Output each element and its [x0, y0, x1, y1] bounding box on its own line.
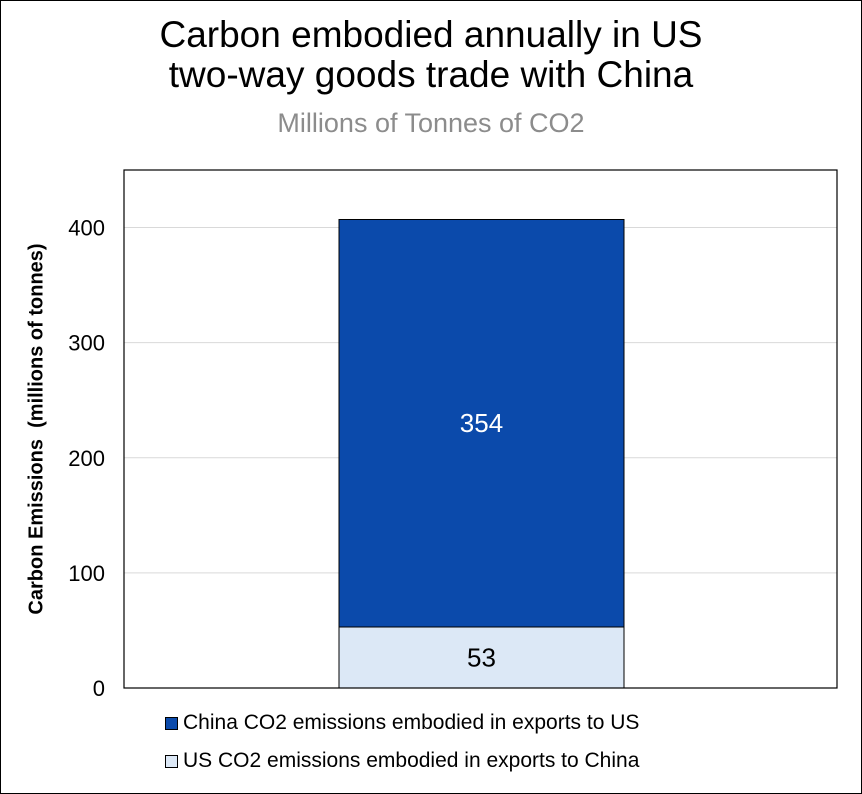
- legend-swatch-china-exports: [165, 716, 178, 730]
- chart-title-line-2: two-way goods trade with China: [168, 54, 694, 95]
- bar-data-label-0: 53: [467, 642, 496, 672]
- plot-border: [123, 169, 838, 689]
- legend-item-china-exports: China CO2 emissions embodied in exports …: [165, 710, 639, 736]
- y-tick-label-300: 300: [68, 331, 105, 356]
- y-tick-label-400: 400: [68, 216, 105, 241]
- y-tick-label-0: 0: [93, 676, 105, 701]
- y-tick-label-200: 200: [68, 446, 105, 471]
- bar-data-label-1: 354: [460, 408, 503, 438]
- chart-title-line-1: Carbon embodied annually in US: [159, 14, 703, 55]
- legend-swatch-us-exports: [165, 754, 178, 768]
- bar-segment-0: [338, 626, 625, 689]
- bar-segment-1: [338, 218, 625, 628]
- chart-subtitle: Millions of Tonnes of CO2: [277, 108, 585, 138]
- legend-label-us-exports: US CO2 emissions embodied in exports to …: [183, 749, 640, 772]
- legend-label-china-exports: China CO2 emissions embodied in exports …: [183, 711, 640, 734]
- legend-item-us-exports: US CO2 emissions embodied in exports to …: [165, 748, 639, 774]
- y-tick-label-100: 100: [68, 561, 105, 586]
